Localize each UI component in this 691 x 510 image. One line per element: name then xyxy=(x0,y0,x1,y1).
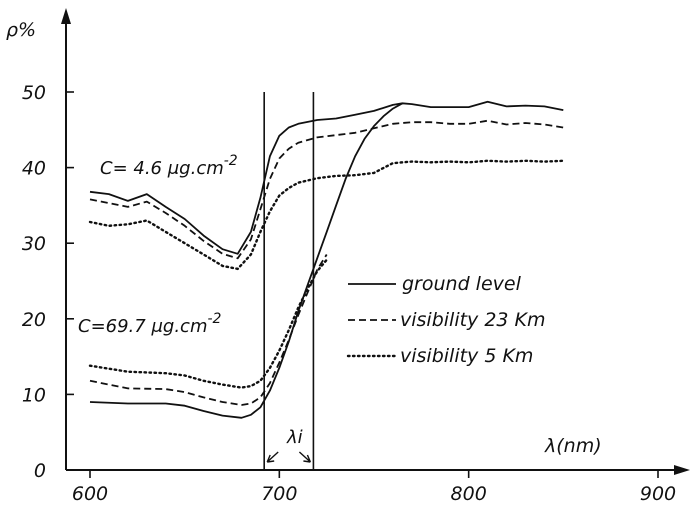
y-axis-arrow xyxy=(61,8,71,24)
x-tick-label-900: 900 xyxy=(640,483,676,505)
x-tick-label-800: 800 xyxy=(451,483,487,505)
legend-label-ground-level: ground level xyxy=(402,273,522,295)
annotation-low-concentration: C=69.7 μg.cm-2 xyxy=(78,311,222,337)
lambda-arrow-right xyxy=(298,451,312,463)
x-tick-label-600: 600 xyxy=(72,483,108,505)
legend-label-visibility-23: visibility 23 Km xyxy=(400,309,546,331)
series-low-ground-level xyxy=(89,102,403,419)
y-tick-label-50: 50 xyxy=(22,82,46,104)
y-tick-label-40: 40 xyxy=(22,158,46,180)
series-high-visibility-23-km xyxy=(89,119,564,260)
series-high-visibility-5-km xyxy=(88,159,565,271)
annotation-low-text: C=69.7 μg.cm xyxy=(78,316,207,337)
annotation-low-sup: -2 xyxy=(207,311,221,327)
y-axis-label: ρ% xyxy=(6,19,36,41)
y-tick-label-30: 30 xyxy=(22,233,46,255)
legend: ground level visibility 23 Km visibility… xyxy=(346,273,546,367)
y-tick-label-20: 20 xyxy=(22,309,46,331)
series-low-visibility-23-km xyxy=(89,254,328,406)
series-low-visibility-5-km xyxy=(88,258,328,389)
y-tick-label-0: 0 xyxy=(34,460,46,482)
series-high-ground-level xyxy=(89,100,564,255)
annotation-high-concentration: C= 4.6 μg.cm-2 xyxy=(100,153,238,179)
lambda-arrow-left xyxy=(266,451,279,463)
axis-ticks: 0 10 20 30 40 50 600 700 800 900 xyxy=(22,82,676,505)
data-curves xyxy=(88,100,565,419)
annotation-high-sup: -2 xyxy=(224,153,238,169)
lambda-i-label: λi xyxy=(286,427,303,448)
x-tick-label-700: 700 xyxy=(261,483,297,505)
y-tick-label-10: 10 xyxy=(22,384,46,406)
annotation-high-text: C= 4.6 μg.cm xyxy=(100,158,224,179)
legend-label-visibility-5: visibility 5 Km xyxy=(400,345,533,367)
x-axis-label: λ(nm) xyxy=(544,435,602,457)
x-axis-arrow xyxy=(674,465,690,475)
